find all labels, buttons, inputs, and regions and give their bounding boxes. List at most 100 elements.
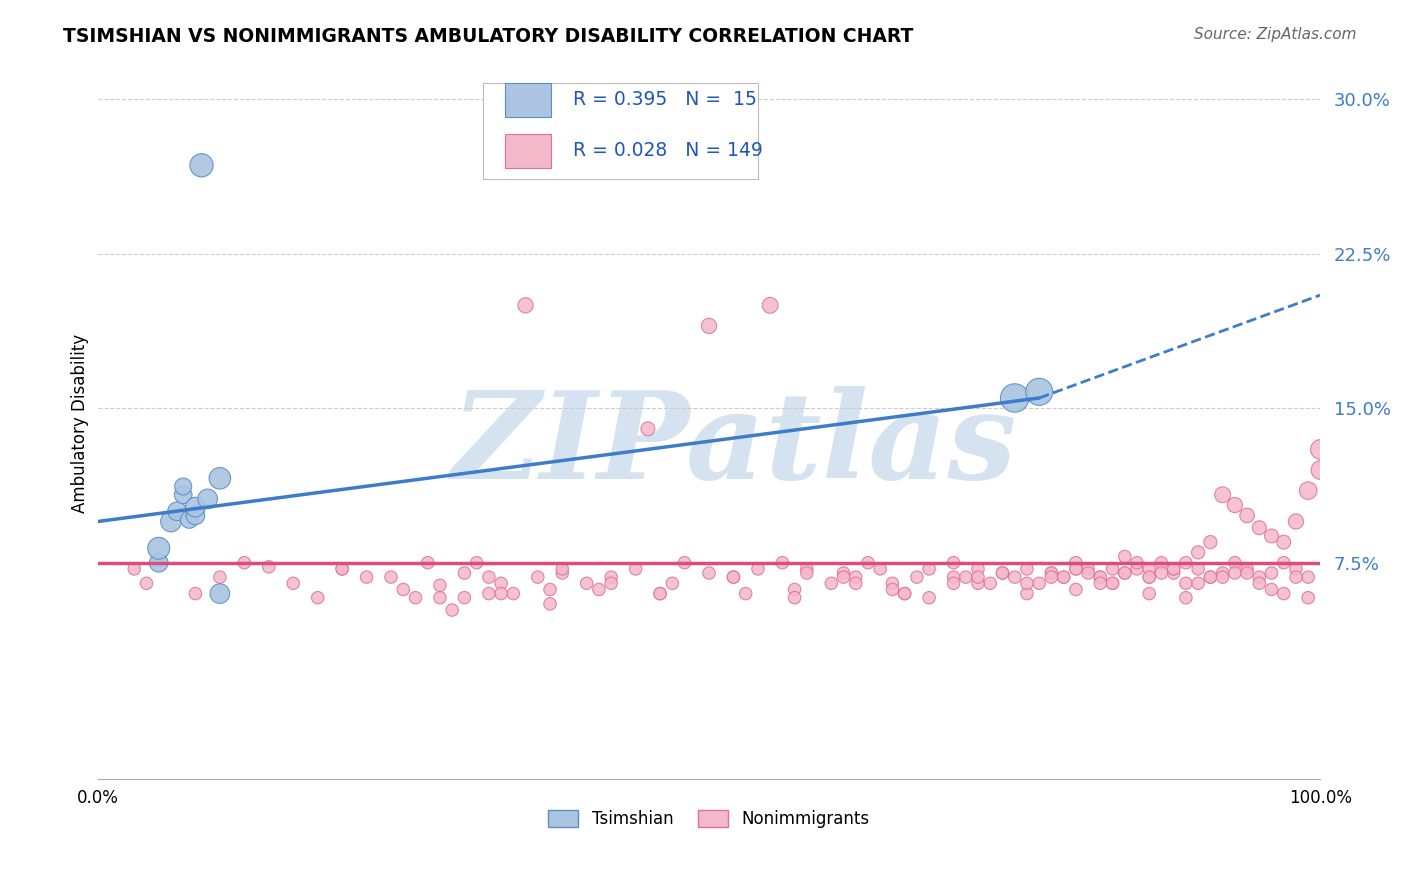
Point <box>1114 549 1136 564</box>
Point <box>832 570 855 584</box>
Point <box>1090 576 1112 591</box>
Legend: Tsimshian, Nonimmigrants: Tsimshian, Nonimmigrants <box>541 803 876 835</box>
Point <box>356 570 378 584</box>
Point <box>478 570 501 584</box>
Point <box>1212 488 1234 502</box>
Point <box>1101 576 1123 591</box>
Point <box>197 491 219 506</box>
Point <box>882 576 904 591</box>
Point <box>1272 535 1295 549</box>
Point <box>538 582 561 597</box>
Point <box>392 582 415 597</box>
Point <box>845 570 868 584</box>
Point <box>1015 576 1038 591</box>
Point <box>882 582 904 597</box>
Point <box>673 556 696 570</box>
Point <box>489 586 512 600</box>
Point <box>515 298 537 312</box>
Point <box>184 586 207 600</box>
Point <box>796 562 818 576</box>
Point <box>405 591 427 605</box>
Point <box>160 515 183 529</box>
Point <box>1199 570 1222 584</box>
Point <box>190 158 212 172</box>
Point <box>967 562 990 576</box>
Point <box>1212 566 1234 580</box>
Bar <box>505 134 551 168</box>
Point <box>465 556 488 570</box>
Point <box>1199 535 1222 549</box>
Point <box>208 471 231 485</box>
Point <box>1199 570 1222 584</box>
Text: ZIPatlas: ZIPatlas <box>451 385 1017 504</box>
Point <box>1101 562 1123 576</box>
Point <box>1249 576 1271 591</box>
Point <box>1040 566 1063 580</box>
Point <box>179 512 201 526</box>
Text: R = 0.395   N =  15: R = 0.395 N = 15 <box>574 90 758 110</box>
Point <box>723 570 745 584</box>
Point <box>1163 566 1185 580</box>
Point <box>918 562 941 576</box>
Point <box>1223 566 1246 580</box>
Point <box>648 586 671 600</box>
Point <box>527 570 550 584</box>
Point <box>759 298 782 312</box>
Point <box>166 504 188 518</box>
Point <box>208 570 231 584</box>
Point <box>600 576 623 591</box>
Point <box>1090 570 1112 584</box>
Point <box>893 586 915 600</box>
Point <box>942 576 965 591</box>
Point <box>1296 483 1319 498</box>
Point <box>1150 566 1173 580</box>
Point <box>942 570 965 584</box>
Point <box>172 488 194 502</box>
Point <box>1114 566 1136 580</box>
Point <box>648 586 671 600</box>
Point <box>1064 582 1087 597</box>
Point <box>1015 562 1038 576</box>
Point <box>416 556 439 570</box>
Point <box>1028 576 1050 591</box>
Bar <box>505 83 551 117</box>
Point <box>135 576 157 591</box>
Text: Source: ZipAtlas.com: Source: ZipAtlas.com <box>1194 27 1357 42</box>
Point <box>1272 586 1295 600</box>
Point <box>734 586 756 600</box>
Point <box>1101 576 1123 591</box>
Point <box>148 541 170 556</box>
Point <box>1064 562 1087 576</box>
Point <box>1052 570 1074 584</box>
Point <box>1137 562 1160 576</box>
Point <box>783 582 806 597</box>
Point <box>991 566 1014 580</box>
Point <box>1212 570 1234 584</box>
Point <box>942 556 965 570</box>
Point <box>697 318 720 333</box>
Point <box>1296 570 1319 584</box>
Point <box>1064 556 1087 570</box>
Point <box>1114 566 1136 580</box>
Point <box>478 586 501 600</box>
Point <box>453 566 475 580</box>
Point <box>991 566 1014 580</box>
Point <box>257 559 280 574</box>
Point <box>1236 566 1258 580</box>
Point <box>661 576 683 591</box>
Point <box>1187 562 1209 576</box>
Point <box>637 422 659 436</box>
Point <box>697 566 720 580</box>
Point <box>1137 570 1160 584</box>
Point <box>1285 515 1308 529</box>
Point <box>1126 562 1149 576</box>
Point <box>1015 586 1038 600</box>
Text: TSIMSHIAN VS NONIMMIGRANTS AMBULATORY DISABILITY CORRELATION CHART: TSIMSHIAN VS NONIMMIGRANTS AMBULATORY DI… <box>63 27 914 45</box>
Point <box>1126 556 1149 570</box>
Point <box>1309 442 1331 457</box>
Point <box>1285 562 1308 576</box>
Point <box>967 570 990 584</box>
Point <box>1077 566 1099 580</box>
Point <box>283 576 305 591</box>
Point <box>380 570 402 584</box>
